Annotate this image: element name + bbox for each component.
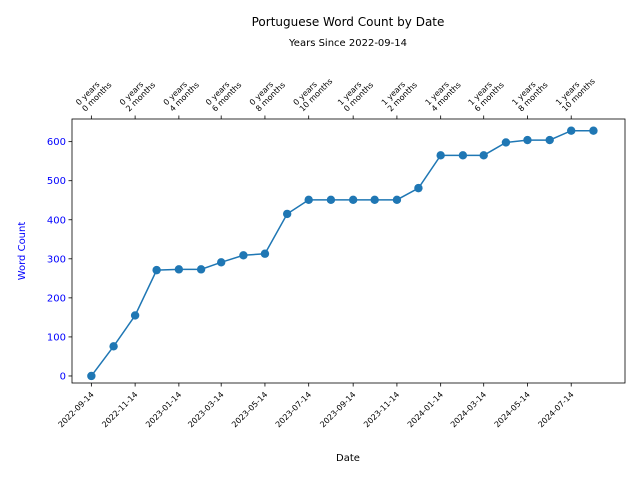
data-point: [370, 195, 379, 205]
top-tick-label: 1 years6 months: [467, 74, 506, 113]
x-tick-label: 2023-07-14: [274, 390, 313, 429]
data-point: [414, 183, 423, 193]
x-axis-label: Date: [336, 453, 360, 464]
data-point: [87, 371, 96, 381]
top-tick-label: 0 years0 months: [74, 74, 113, 113]
top-tick-label: 0 years10 months: [292, 71, 335, 114]
data-point: [196, 265, 206, 274]
data-point: [479, 151, 488, 160]
data-point: [392, 195, 402, 205]
data-point: [239, 251, 248, 260]
data-point: [216, 258, 226, 267]
data-point: [545, 135, 554, 145]
top-tick-label: 0 years4 months: [162, 74, 201, 113]
plot-frame: [71, 118, 626, 384]
x-tick-label: 2022-11-14: [100, 390, 139, 429]
chart-title: Portuguese Word Count by Date: [252, 15, 445, 29]
top-tick-label: 1 years10 months: [554, 71, 597, 114]
data-point: [567, 126, 576, 135]
x-tick-label: 2023-09-14: [318, 390, 357, 429]
data-point: [109, 342, 118, 351]
x-tick-label: 2024-03-14: [449, 390, 488, 429]
x-tick-label: 2022-09-14: [57, 390, 96, 429]
y-tick-label: 600: [47, 137, 66, 148]
top-tick-label: 0 years8 months: [248, 74, 287, 113]
data-point: [260, 249, 270, 258]
y-axis-label: Word Count: [17, 222, 28, 281]
series-line: [90, 129, 594, 377]
top-tick-label: 1 years4 months: [423, 74, 462, 113]
data-point: [130, 311, 140, 320]
x-tick-label: 2023-05-14: [230, 390, 269, 429]
data-point: [436, 151, 445, 160]
data-point: [152, 265, 161, 275]
y-tick-label: 100: [47, 332, 66, 343]
y-tick-label: 0: [60, 371, 66, 382]
top-tick-label: 1 years2 months: [380, 74, 419, 113]
x-tick-label: 2023-11-14: [362, 390, 401, 429]
x-tick-label: 2023-01-14: [144, 390, 183, 429]
y-tick-label: 300: [47, 254, 66, 265]
data-point: [523, 135, 532, 145]
data-point: [589, 126, 598, 135]
data-point: [304, 195, 313, 205]
top-tick-label: 0 years2 months: [118, 74, 157, 113]
data-point: [326, 195, 336, 205]
top-tick-label: 0 years6 months: [204, 74, 243, 113]
y-tick-label: 500: [47, 176, 66, 187]
x-tick-label: 2024-07-14: [536, 390, 575, 429]
top-tick-label: 1 years0 months: [336, 74, 375, 113]
y-tick-label: 200: [47, 293, 66, 304]
top-tick-label: 1 years8 months: [510, 74, 549, 113]
data-point: [458, 151, 468, 160]
y-tick-label: 400: [47, 215, 66, 226]
data-point: [174, 265, 184, 274]
data-point: [282, 209, 292, 219]
x-tick-label: 2024-05-14: [493, 390, 532, 429]
chart-subtitle: Years Since 2022-09-14: [288, 38, 407, 49]
data-point: [348, 195, 358, 205]
data-point: [501, 138, 511, 147]
x-tick-label: 2023-03-14: [186, 390, 225, 429]
x-tick-label: 2024-01-14: [406, 390, 445, 429]
